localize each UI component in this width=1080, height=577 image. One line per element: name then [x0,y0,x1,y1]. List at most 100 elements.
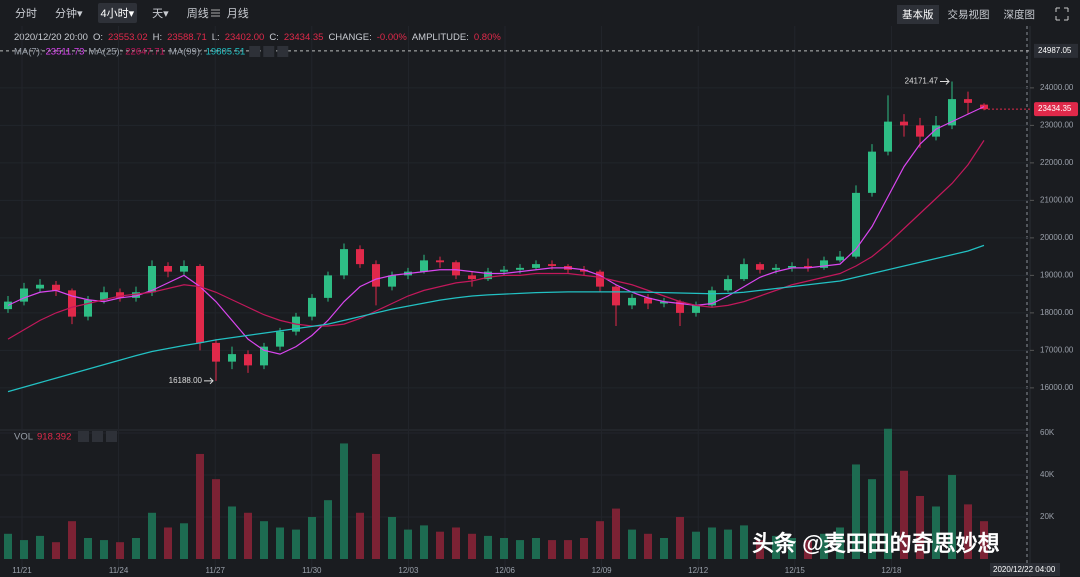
volume-bar [676,516,684,559]
volume-bar [836,527,844,559]
candle-body [900,121,908,126]
candle-body [772,267,780,270]
candle-body [708,290,716,306]
volume-bar [948,474,956,559]
info-key: O: [92,32,103,43]
info-key: H: [152,32,163,43]
candle-body [740,264,748,280]
info-key: L: [211,32,220,43]
timeframe-tab[interactable]: 分时 [15,8,37,20]
low-arrow [204,377,214,385]
volume-bar [628,529,636,559]
info-value: 23553.02 [108,32,148,43]
high-label: 24171.47 [905,77,939,86]
last-price-box [1034,102,1078,117]
x-tick-label: 11/24 [109,566,129,575]
x-tick-label: 12/09 [592,566,613,575]
candle-info: 2020/12/20 20:00 O: 23553.02 H: 23588.71 L: 2… [14,32,501,43]
volume-bar [804,540,812,559]
legend-icon[interactable] [249,46,261,57]
candle-body [548,264,556,266]
candle-body [52,284,60,291]
timeframe-tab[interactable]: 天▾ [152,8,169,20]
volume-bar [4,533,12,559]
legend-icon[interactable] [92,431,103,442]
volume-bar [276,527,284,559]
volume-bar [596,521,604,559]
legend-value: 23511.73 [46,47,85,58]
legend-icon[interactable] [78,431,89,442]
candle-body [100,292,108,300]
candle-body [852,192,860,257]
candle-body [756,264,764,270]
candle-body [260,346,268,366]
legend-name: MA(99): [169,47,203,58]
info-value: -0.00% [376,32,407,43]
crosshair-box [990,563,1060,576]
volume-bar [260,521,268,559]
candle-body [612,286,620,306]
timeframe-tab[interactable]: 4小时▾ [97,3,138,23]
volume-bar [100,540,108,559]
candle-body [484,271,492,280]
volume-bar [772,535,780,559]
volume-bar [500,537,508,559]
volume-bar [484,535,492,559]
volume-bar [132,537,140,559]
candle-body [532,264,540,268]
volume-bar [20,540,28,559]
volume-bar [612,508,620,559]
candle-body [308,297,316,317]
x-tick-label: 11/21 [12,566,32,575]
volume-bar [820,533,828,559]
volume-bar [228,506,236,559]
timeframe-tab[interactable]: 分钟▾ [55,8,83,20]
candle-body [884,121,892,152]
legend-value: 19805.51 [206,47,246,58]
info-key: AMPLITUDE: [411,32,469,43]
volume-bar [452,527,460,559]
candle-body [356,249,364,265]
x-tick-label: 11/27 [205,566,225,575]
candle-body [228,354,236,362]
candle-time: 2020/12/20 20:00 [14,32,88,43]
volume-bar [916,495,924,559]
candle-body [116,292,124,298]
candle-body [596,271,604,287]
volume-bar [436,531,444,559]
info-value: 23434.35 [283,32,324,43]
last-price-label: 23434.35 [1038,104,1072,113]
candle-body [324,275,332,298]
volume-bar [564,540,572,559]
view-tab[interactable]: 深度图 [1003,9,1036,21]
legend-icon[interactable] [277,46,289,57]
view-tab[interactable]: 基本版 [897,5,939,24]
ma-line [7,106,985,355]
volume-bar [244,512,252,559]
candle-body [436,260,444,263]
candle-body [804,266,812,268]
timeframe-tab[interactable]: 周线 [186,8,209,20]
view-tab[interactable]: 交易视图 [947,9,990,21]
candle-body [68,290,76,317]
low-label: 16188.00 [169,376,203,385]
y-tick-label: 18000.00 [1040,308,1074,317]
volume-bar [340,443,348,559]
legend-icon[interactable] [263,46,275,57]
volume-bar [852,464,860,559]
y-tick-label: 60K [1040,428,1055,437]
y-tick-label: 19000.00 [1040,270,1074,279]
volume-bar [660,537,668,559]
volume-bar [148,512,156,559]
candle-body [692,305,700,313]
legend-icon[interactable] [106,431,117,442]
fullscreen-icon[interactable] [1055,7,1069,21]
y-tick-label: 22000.00 [1040,158,1074,167]
candle-body [132,292,140,298]
timeframe-tab[interactable]: 月线 [226,8,249,20]
volume-bar [756,540,764,559]
candle-body [676,301,684,313]
volume-bar [692,531,700,559]
candle-body [932,125,940,137]
